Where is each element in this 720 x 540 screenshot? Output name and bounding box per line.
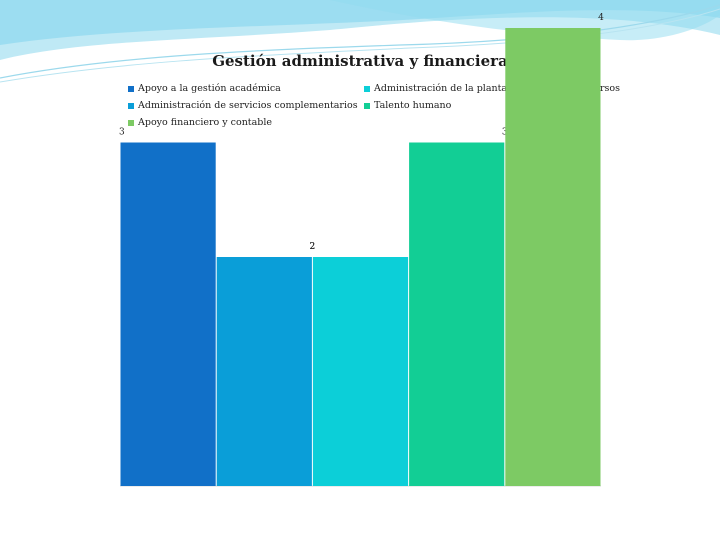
bar — [216, 257, 312, 486]
header-swoosh-decoration — [0, 0, 720, 83]
bar-value-label: 2 — [310, 242, 316, 252]
bar — [312, 257, 409, 486]
bar-value-label: 2 — [310, 242, 316, 252]
bar-value-label: 4 — [598, 13, 604, 23]
legend-label: Talento humano — [374, 100, 452, 111]
legend-swatch — [128, 102, 134, 109]
legend-swatch — [128, 85, 134, 92]
legend-swatch — [128, 119, 134, 126]
chart-legend: Apoyo a la gestión académica Administrac… — [128, 83, 628, 135]
bar — [409, 142, 505, 486]
bar-value-label: 3 — [502, 128, 508, 138]
legend-item-apoyo-academica: Apoyo a la gestión académica — [128, 83, 281, 94]
bar — [120, 142, 216, 486]
legend-label: Apoyo a la gestión académica — [138, 83, 281, 94]
bar-value-label: 3 — [119, 128, 125, 138]
legend-item-apoyo-financiero: Apoyo financiero y contable — [128, 117, 272, 128]
chart-title: Gestión administrativa y financiera — [212, 52, 508, 70]
legend-label: Administración de la planta física y de … — [374, 83, 620, 94]
legend-label: Administración de servicios complementar… — [138, 100, 358, 111]
legend-item-servicios-complementarios: Administración de servicios complementar… — [128, 100, 358, 111]
legend-item-planta-fisica: Administración de la planta física y de … — [364, 83, 620, 94]
bar — [505, 28, 601, 486]
legend-item-talento-humano: Talento humano — [364, 100, 451, 111]
legend-swatch — [364, 102, 370, 109]
legend-swatch — [364, 85, 370, 92]
legend-label: Apoyo financiero y contable — [138, 117, 273, 128]
